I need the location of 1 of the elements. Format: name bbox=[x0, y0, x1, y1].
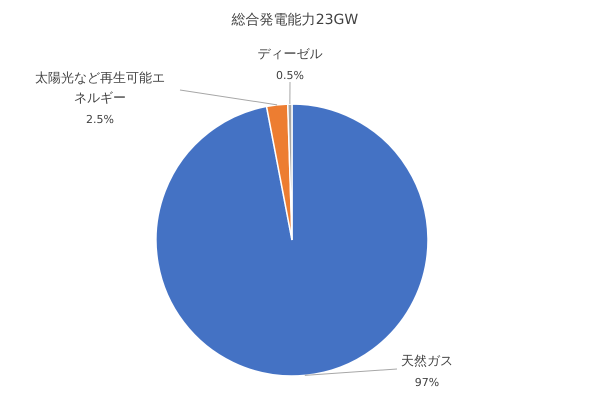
chart-title: 総合発電能力23GW bbox=[230, 12, 358, 28]
